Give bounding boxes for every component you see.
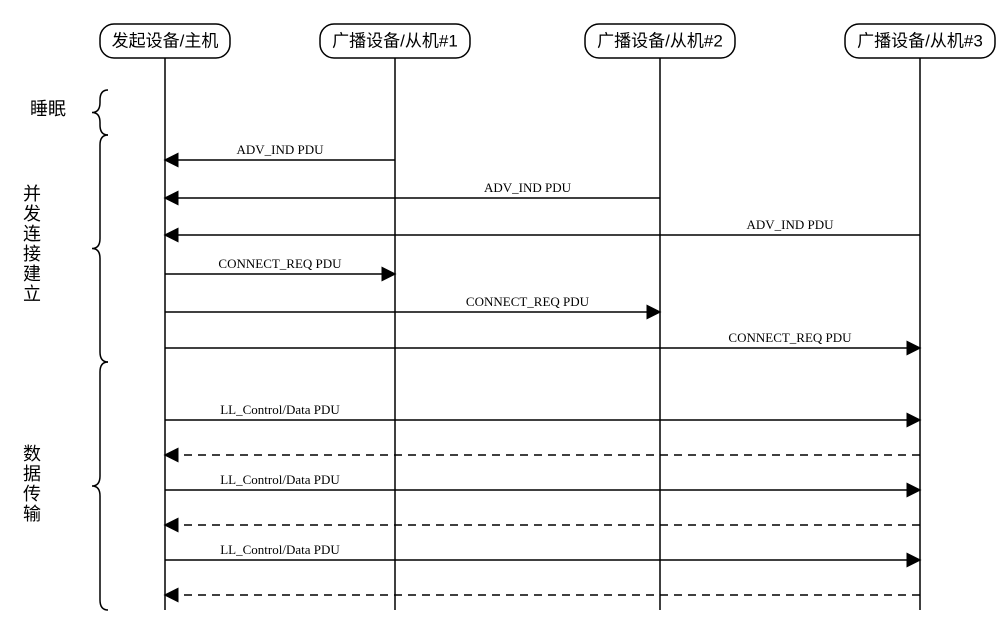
svg-text:传: 传 bbox=[23, 484, 41, 504]
svg-text:数: 数 bbox=[23, 444, 41, 464]
actor-label-slave2: 广播设备/从机#2 bbox=[597, 31, 723, 50]
svg-text:立: 立 bbox=[23, 284, 41, 304]
actor-label-host: 发起设备/主机 bbox=[112, 31, 219, 50]
actor-label-slave3: 广播设备/从机#3 bbox=[857, 31, 983, 50]
message-label-1: ADV_IND PDU bbox=[484, 180, 572, 195]
message-label-10: LL_Control/Data PDU bbox=[220, 542, 340, 557]
message-label-2: ADV_IND PDU bbox=[746, 217, 834, 232]
svg-text:据: 据 bbox=[23, 464, 41, 484]
phase-label-2: 数据传输 bbox=[23, 444, 41, 524]
message-label-4: CONNECT_REQ PDU bbox=[466, 294, 590, 309]
phase-brace-0 bbox=[92, 90, 108, 135]
message-label-8: LL_Control/Data PDU bbox=[220, 472, 340, 487]
svg-text:输: 输 bbox=[23, 504, 41, 524]
sequence-diagram: 发起设备/主机 广播设备/从机#1 广播设备/从机#2 广播设备/从机#3 睡眠并发连接… bbox=[0, 0, 1000, 634]
svg-text:发: 发 bbox=[23, 204, 41, 224]
phase-label-1: 并发连接建立 bbox=[23, 184, 41, 304]
phase-label-0: 睡眠 bbox=[30, 99, 66, 119]
svg-text:接: 接 bbox=[23, 244, 41, 264]
message-label-0: ADV_IND PDU bbox=[236, 142, 324, 157]
actor-label-slave1: 广播设备/从机#1 bbox=[332, 31, 458, 50]
message-label-3: CONNECT_REQ PDU bbox=[218, 256, 342, 271]
message-label-5: CONNECT_REQ PDU bbox=[728, 330, 852, 345]
svg-text:连: 连 bbox=[23, 224, 41, 244]
phase-brace-2 bbox=[92, 362, 108, 610]
svg-text:并: 并 bbox=[23, 184, 41, 204]
svg-text:建: 建 bbox=[23, 264, 41, 284]
phase-brace-1 bbox=[92, 135, 108, 362]
message-label-6: LL_Control/Data PDU bbox=[220, 402, 340, 417]
